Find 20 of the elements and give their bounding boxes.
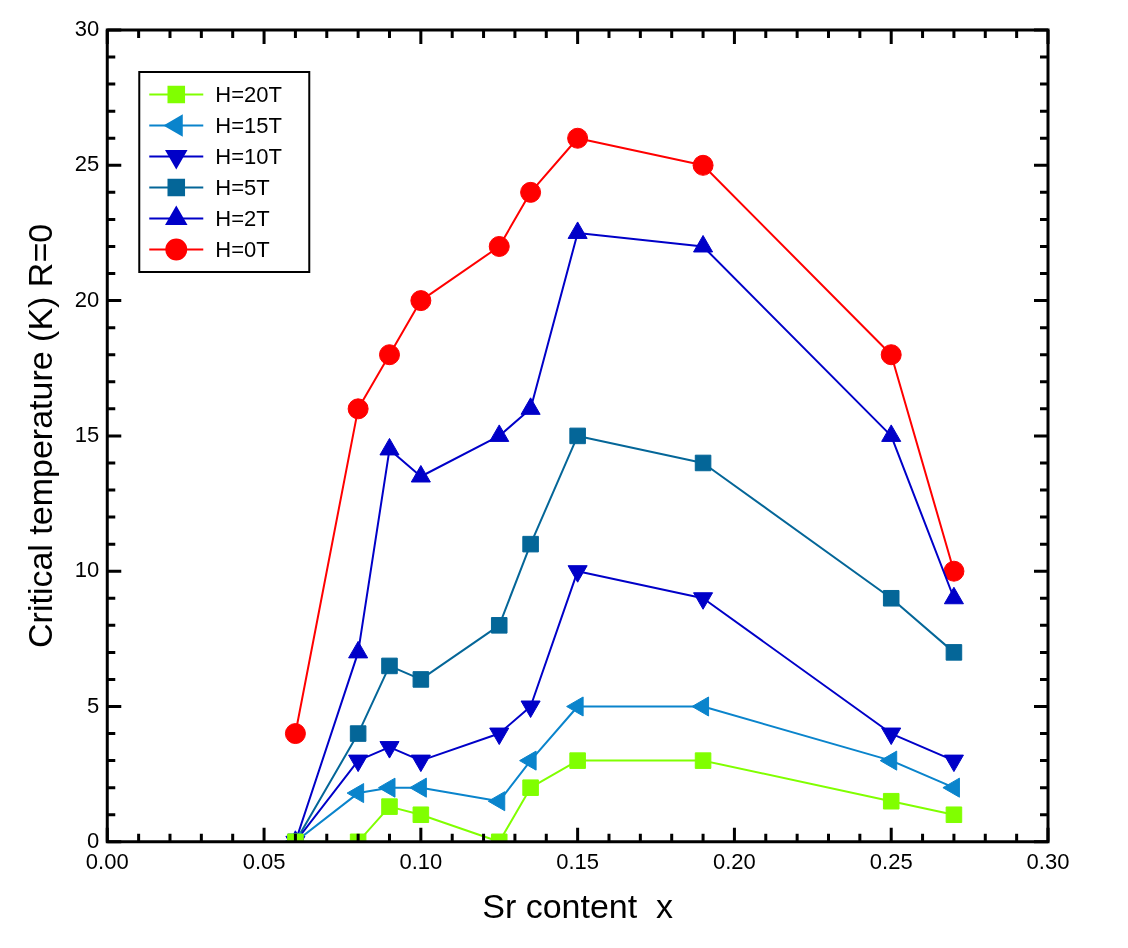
x-axis-title: Sr content x	[482, 886, 674, 925]
legend-label: H=5T	[215, 174, 270, 200]
x-tick-label: 0.15	[556, 849, 600, 875]
x-tick-label: 0.05	[242, 849, 286, 875]
y-tick-label: 15	[74, 421, 100, 447]
legend-label: H=2T	[215, 205, 270, 231]
y-axis-title: Critical temperature (K) R=0	[20, 223, 59, 648]
y-tick-label: 30	[74, 16, 100, 42]
legend-label: H=15T	[215, 112, 282, 138]
y-tick-label: 20	[74, 286, 100, 312]
legend-label: H=20T	[215, 81, 282, 107]
y-tick-label: 5	[87, 692, 100, 718]
x-tick-label: 0.25	[869, 849, 913, 875]
legend-label: H=10T	[215, 143, 282, 169]
x-tick-label: 0.30	[1026, 849, 1070, 875]
y-tick-label: 25	[74, 151, 100, 177]
y-tick-label: 10	[74, 557, 100, 583]
legend-label: H=0T	[215, 236, 270, 262]
x-tick-label: 0.10	[399, 849, 443, 875]
x-tick-label: 0.20	[713, 849, 756, 875]
